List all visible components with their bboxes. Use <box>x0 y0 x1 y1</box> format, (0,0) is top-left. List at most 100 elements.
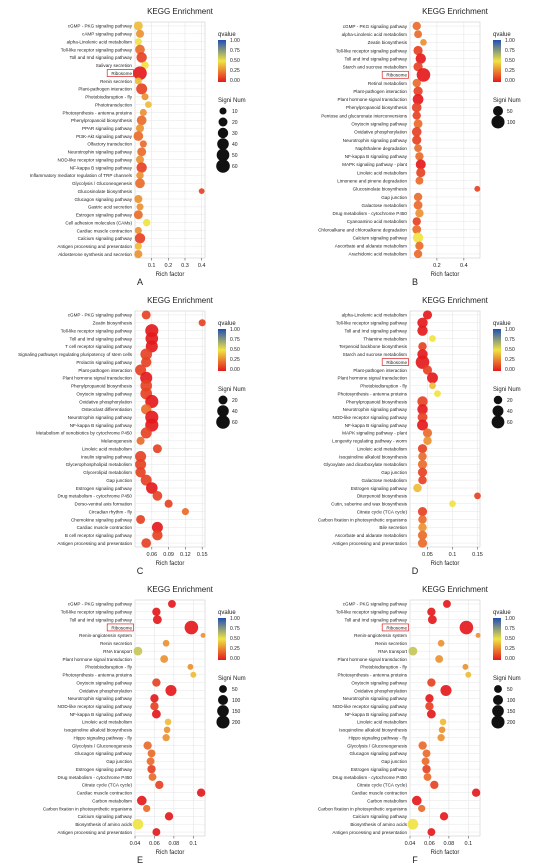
qvalue-legend-title: qvalue <box>218 32 236 38</box>
data-point <box>417 444 428 454</box>
x-tick-label: 0.2 <box>433 263 441 269</box>
data-point <box>135 29 145 38</box>
category-label: Glucagon signaling pathway <box>350 751 408 756</box>
size-legend-dot <box>492 105 504 117</box>
size-legend-dot <box>216 715 230 729</box>
panel-d: KEGG Enrichment 0.05 0.1 0.15 alpha-Linoleni… <box>318 296 521 576</box>
x-tick-label: 0.04 <box>130 841 141 847</box>
category-label: alpha-Linolenic acid metabolism <box>342 313 408 318</box>
data-point <box>133 21 143 31</box>
qvalue-tick-label: 0.00 <box>230 656 240 662</box>
qvalue-legend-title: qvalue <box>218 321 236 327</box>
data-point <box>417 419 428 431</box>
data-point <box>160 655 169 663</box>
panel-c: KEGG Enrichment 0.06 0.09 0.12 0.15 cGMP - PK… <box>18 296 246 576</box>
category-label: Phototransduction <box>95 102 132 107</box>
category-label: Hippo signaling pathway - fly <box>74 735 133 740</box>
qvalue-tick-label: 0.25 <box>505 357 515 363</box>
category-label: Photobiodisruption - fly <box>360 665 407 670</box>
category-label: Isoquinoline alkaloid biosynthesis <box>339 728 408 733</box>
data-point <box>474 185 481 192</box>
category-label: Linoleic acid metabolism <box>82 720 132 725</box>
category-label: Isoquinoline alkaloid biosynthesis <box>339 454 408 459</box>
data-point <box>133 646 143 656</box>
data-point <box>143 741 152 750</box>
plot-area <box>134 21 206 259</box>
data-point <box>474 492 481 500</box>
category-label: MAPK signaling pathway - plant <box>342 162 408 167</box>
category-label: Galactose metabolism <box>362 203 408 208</box>
qvalue-tick-label: 0.25 <box>230 646 240 652</box>
highlight-box <box>381 358 409 366</box>
category-label: Olfactory transduction <box>87 142 132 147</box>
size-legend-dot <box>219 685 227 693</box>
data-point <box>417 404 428 415</box>
category-label: Galactose metabolism <box>362 478 408 483</box>
panel-title: KEGG Enrichment <box>422 585 489 594</box>
category-label: cGMP - PKG signaling pathway <box>68 602 133 607</box>
data-point <box>413 45 423 56</box>
size-legend-title: Signi Num <box>493 676 521 682</box>
category-label: Estrogen signaling pathway <box>76 767 133 772</box>
x-tick-label: 0.1 <box>148 263 156 269</box>
category-label: Estrogen signaling pathway <box>76 213 133 218</box>
qvalue-tick-label: 0.00 <box>505 656 515 662</box>
category-label: Estrogen signaling pathway <box>351 767 408 772</box>
category-label: Glucosinolate biosynthesis <box>78 189 133 194</box>
category-label: Renin-angiotensin system <box>354 633 407 638</box>
data-point <box>139 108 147 117</box>
category-label: Citrate cycle (TCA cycle) <box>357 783 408 788</box>
data-point <box>135 458 147 470</box>
data-point <box>412 225 422 234</box>
data-point <box>152 607 161 616</box>
size-legend-title: Signi Num <box>493 387 521 393</box>
data-point <box>439 812 449 821</box>
data-point <box>418 452 427 461</box>
qvalue-tick-label: 0.75 <box>230 48 240 54</box>
data-point <box>462 663 469 670</box>
category-label: Glycolysis / Gluconeogenesis <box>72 743 133 748</box>
data-point <box>418 515 427 524</box>
size-legend-label: 50 <box>507 687 513 693</box>
category-label: Gap junction <box>106 478 132 483</box>
category-label: Citrate cycle (TCA cycle) <box>82 783 133 788</box>
data-point <box>163 726 171 734</box>
x-tick-label: 0.04 <box>405 841 416 847</box>
data-point <box>148 773 157 781</box>
category-label: Photobiodisruption - fly <box>85 665 132 670</box>
category-label: Gastric acid secretion <box>88 205 133 210</box>
category-label: Inflammatory mediator regulation of TRP … <box>30 173 133 178</box>
category-label: Dorso-ventral axis formation <box>75 502 133 507</box>
data-point <box>427 372 438 384</box>
data-point <box>184 620 199 635</box>
category-label: Antigen processing and presentation <box>332 830 407 835</box>
data-point <box>146 482 158 494</box>
data-point <box>412 93 424 105</box>
x-tick-label: 0.4 <box>198 263 206 269</box>
category-label: Drug metabolism - cytochrome P450 <box>57 494 132 499</box>
category-label: Gap junction <box>106 759 132 764</box>
data-point <box>415 241 424 250</box>
data-point <box>413 192 423 202</box>
qvalue-tick-label: 0.00 <box>505 78 515 84</box>
data-point <box>415 159 426 170</box>
category-label: Estrogen signaling pathway <box>76 486 133 491</box>
category-label: Toll-like receptor signaling pathway <box>61 610 133 615</box>
category-label: Estrogen signaling pathway <box>351 486 408 491</box>
category-label: Toll and Imd signaling pathway <box>69 336 132 341</box>
size-legend-label: 150 <box>232 709 241 715</box>
category-label: Glucagon signaling pathway <box>75 751 133 756</box>
category-label: cAMP signaling pathway <box>82 32 133 37</box>
category-label: Thiamine metabolism <box>363 336 407 341</box>
data-point <box>418 804 426 813</box>
panel-letter: A <box>137 277 143 287</box>
x-axis-label: Rich factor <box>431 561 460 567</box>
category-label: Plant hormone signal transduction <box>338 97 408 102</box>
category-label: cGMP - PKG signaling pathway <box>343 602 408 607</box>
category-label: Terpenoid backbone biosynthesis <box>339 344 408 349</box>
data-point <box>136 171 144 180</box>
data-point <box>143 804 151 813</box>
category-label: Neurotrophin signaling pathway <box>343 696 408 701</box>
x-tick-label: 0.2 <box>165 263 173 269</box>
x-tick-label: 0.08 <box>169 841 180 847</box>
